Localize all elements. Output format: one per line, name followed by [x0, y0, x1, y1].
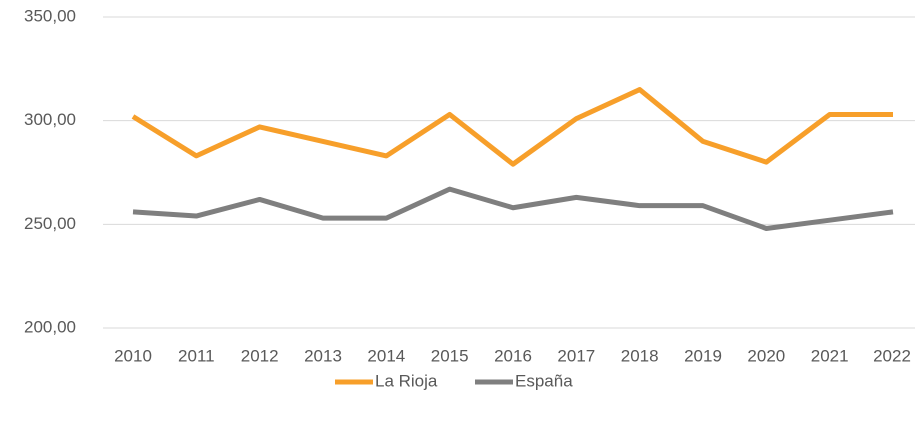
x-tick-label: 2019	[684, 346, 722, 365]
legend-label: España	[515, 371, 573, 390]
x-tick-label: 2013	[304, 346, 342, 365]
legend-label: La Rioja	[375, 371, 438, 390]
x-tick-label: 2016	[494, 346, 532, 365]
x-tick-label: 2017	[557, 346, 595, 365]
x-tick-label: 2012	[241, 346, 279, 365]
y-tick-label: 350,00	[24, 6, 76, 25]
x-tick-label: 2015	[431, 346, 469, 365]
series-line	[132, 186, 894, 231]
x-tick-label: 2021	[811, 346, 849, 365]
series-line	[131, 87, 893, 167]
x-tick-label: 2018	[621, 346, 659, 365]
x-tick-label: 2020	[747, 346, 785, 365]
x-tick-label: 2010	[114, 346, 152, 365]
x-tick-label: 2011	[178, 346, 215, 365]
y-tick-label: 200,00	[24, 317, 76, 336]
y-tick-label: 250,00	[24, 214, 76, 233]
y-tick-label: 300,00	[24, 110, 76, 129]
x-tick-label: 2014	[367, 346, 405, 365]
x-tick-label: 2022	[873, 346, 911, 365]
